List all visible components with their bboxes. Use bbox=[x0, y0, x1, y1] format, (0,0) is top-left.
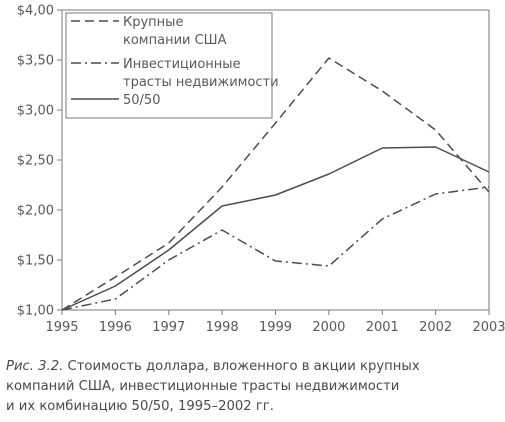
legend-box bbox=[65, 12, 273, 119]
caption-figure-label: Рис. 3.2. bbox=[6, 359, 64, 374]
line-chart: $1,00 $1,50 $2,00 $2,50 $3,00 $3,50 $4,00 1995 1… bbox=[17, 4, 505, 336]
caption-text-1: Стоимость доллара, вложенного в акции кр… bbox=[67, 359, 420, 374]
caption-line-2: компаний США, инвестиционные трасты недв… bbox=[6, 379, 400, 394]
x-tick-label: 1995 bbox=[45, 320, 78, 335]
x-tick-label: 1999 bbox=[259, 320, 292, 335]
x-tick-label: 2003 bbox=[472, 320, 505, 335]
x-tick-label: 2001 bbox=[366, 320, 399, 335]
caption-line-3: и их комбинацию 50/50, 1995–2002 гг. bbox=[6, 399, 274, 414]
x-tick-label: 1996 bbox=[99, 320, 132, 335]
y-tick-label: $3,00 bbox=[17, 104, 54, 119]
legend-label: трасты недвижимости bbox=[123, 75, 279, 90]
y-tick-label: $3,50 bbox=[17, 54, 54, 69]
y-tick-label: $2,50 bbox=[17, 154, 54, 169]
x-tick-label: 1997 bbox=[152, 320, 185, 335]
series-lines bbox=[61, 57, 490, 311]
axes: $1,00 $1,50 $2,00 $2,50 $3,00 $3,50 $4,00 1995 1… bbox=[17, 4, 505, 336]
y-tick-label: $2,00 bbox=[17, 204, 54, 219]
y-tick-label: $1,50 bbox=[17, 254, 54, 269]
caption-line-1: Рис. 3.2. Стоимость доллара, вложенного … bbox=[6, 357, 501, 377]
chart-area: $1,00 $1,50 $2,00 $2,50 $3,00 $3,50 $4,00 1995 1… bbox=[17, 4, 505, 336]
x-tick-label: 2000 bbox=[312, 320, 345, 335]
y-tick-label: $1,00 bbox=[17, 304, 54, 319]
y-tick-label: $4,00 bbox=[17, 4, 54, 19]
x-tick-label: 1998 bbox=[206, 320, 239, 335]
legend: Крупные компании США Инвестиционные трасты … bbox=[65, 12, 279, 119]
x-tick-label: 2002 bbox=[419, 320, 452, 335]
legend-label: Крупные bbox=[123, 15, 183, 30]
series-line-dashed bbox=[61, 57, 490, 311]
figure-caption: Рис. 3.2. Стоимость доллара, вложенного … bbox=[6, 357, 501, 417]
series-line-solid bbox=[61, 146, 490, 311]
series-line-dashdot bbox=[61, 186, 490, 311]
legend-label: 50/50 bbox=[123, 93, 160, 108]
legend-label: Инвестиционные bbox=[123, 57, 241, 72]
legend-label: компании США bbox=[123, 33, 227, 48]
